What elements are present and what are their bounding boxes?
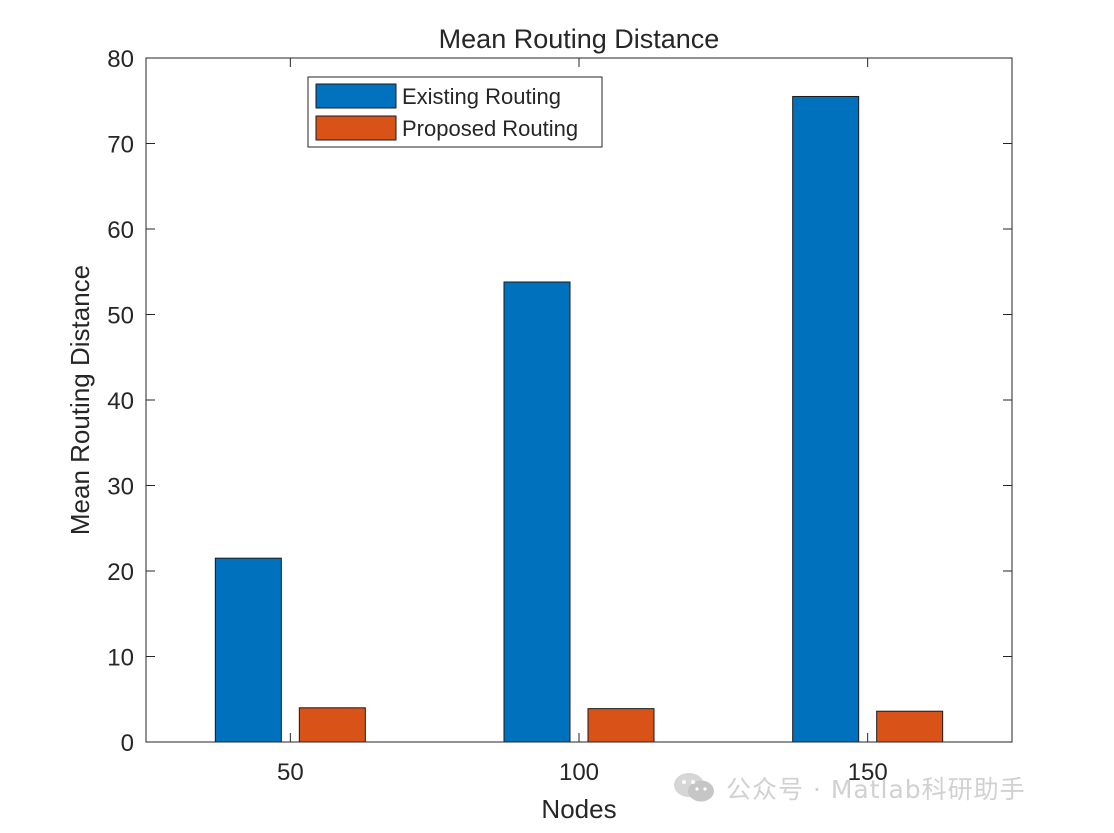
bar-existing-routing-100 <box>503 281 571 743</box>
legend-swatch <box>315 115 397 141</box>
wechat-icon <box>672 771 716 805</box>
legend-label: Proposed Routing <box>402 116 578 141</box>
x-axis-label: Nodes <box>541 794 616 824</box>
y-axis-label: Mean Routing Distance <box>65 265 95 535</box>
x-tick-label: 150 <box>848 759 888 786</box>
y-tick-label: 70 <box>107 132 134 159</box>
bar-existing-routing-150 <box>792 95 860 743</box>
bar-proposed-routing-50 <box>298 707 366 743</box>
y-tick-label: 0 <box>121 730 134 757</box>
x-tick-label: 100 <box>559 759 599 786</box>
x-tick-label: 50 <box>277 759 304 786</box>
y-tick-label: 40 <box>107 388 134 415</box>
ticks-group: 0 10 20 30 40 50 60 70 80 50 100 150 <box>107 46 1012 786</box>
bar-proposed-routing-150 <box>876 710 944 743</box>
y-tick-label: 10 <box>107 645 134 672</box>
watermark-text: 公众号 · Matlab科研助手 <box>726 775 1026 804</box>
bar-existing-routing-50 <box>214 557 282 743</box>
legend-label: Existing Routing <box>402 84 561 109</box>
y-tick-label: 50 <box>107 303 134 330</box>
plot-area <box>146 58 1012 742</box>
legend-swatch <box>315 83 397 109</box>
y-tick-label: 30 <box>107 474 134 501</box>
bar-proposed-routing-100 <box>587 708 655 743</box>
y-tick-label: 80 <box>107 46 134 73</box>
y-tick-label: 60 <box>107 217 134 244</box>
legend: Existing Routing Proposed Routing <box>307 76 603 148</box>
bars-group <box>214 95 944 743</box>
y-tick-label: 20 <box>107 559 134 586</box>
chart-title: Mean Routing Distance <box>439 24 720 54</box>
watermark: 公众号 · Matlab科研助手 <box>672 768 1026 808</box>
